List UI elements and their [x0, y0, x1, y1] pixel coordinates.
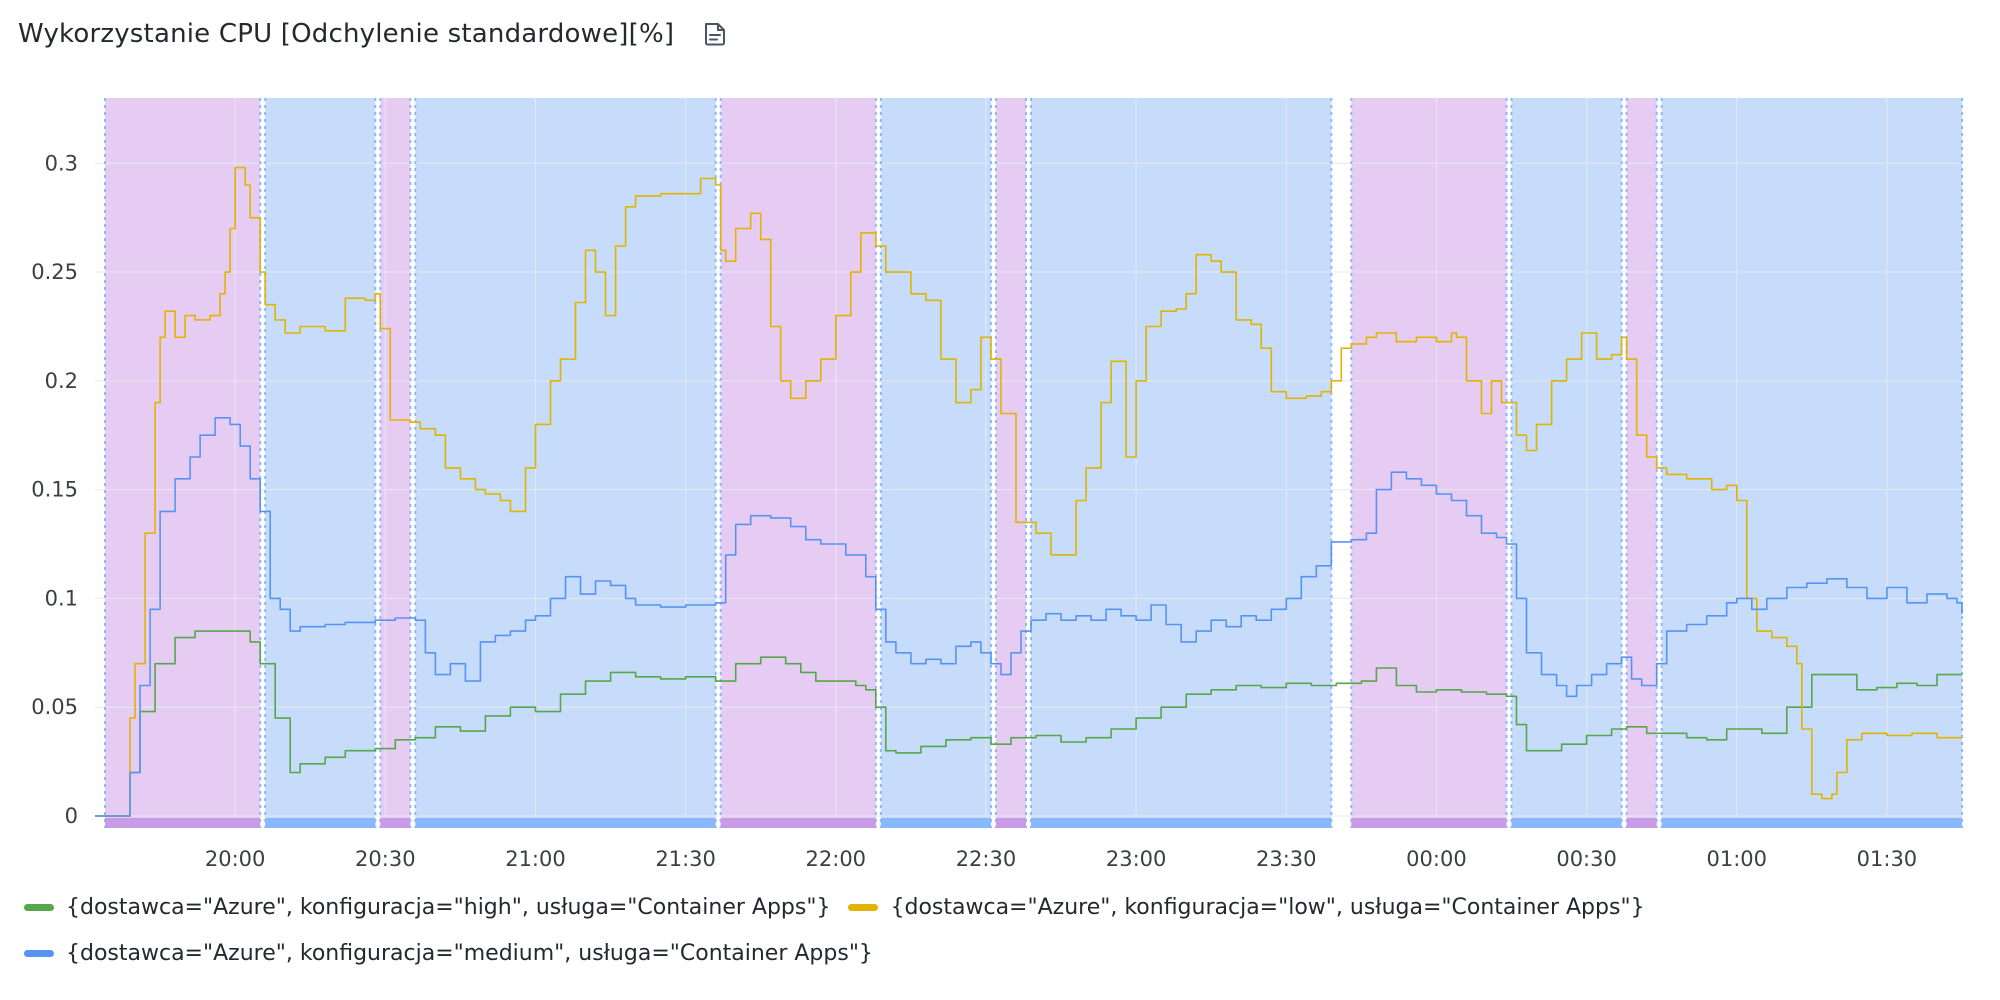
region-band-2	[380, 818, 411, 828]
series-line-high	[95, 630, 1962, 817]
region-blue-7	[1031, 98, 1332, 828]
y-tick-label: 0.05	[31, 695, 78, 719]
region-band-0	[105, 818, 261, 828]
region-purple-4	[720, 98, 876, 828]
x-tick-label: 21:00	[505, 847, 566, 871]
region-purple-8	[1351, 98, 1507, 828]
x-tick-label: 21:30	[655, 847, 716, 871]
region-band-3	[415, 818, 716, 828]
region-band-10	[1626, 818, 1657, 828]
legend-item-low[interactable]: {dostawca="Azure", konfiguracja="low", u…	[848, 890, 1645, 924]
y-tick-label: 0.1	[45, 586, 78, 610]
chart-grid	[95, 98, 1962, 817]
legend-item-medium[interactable]: {dostawca="Azure", konfiguracja="medium"…	[24, 936, 873, 970]
region-purple-6	[995, 98, 1026, 828]
x-tick-label: 00:00	[1406, 847, 1467, 871]
region-band-11	[1661, 818, 1962, 828]
region-band-9	[1511, 818, 1622, 828]
region-blue-5	[880, 98, 991, 828]
y-tick-label: 0.15	[31, 478, 78, 502]
region-purple-0	[105, 98, 261, 828]
x-tick-label: 20:30	[355, 847, 416, 871]
region-blue-1	[265, 98, 376, 828]
region-blue-3	[415, 98, 716, 828]
legend-swatch-medium	[24, 949, 54, 957]
legend-label-high: {dostawca="Azure", konfiguracja="high", …	[66, 894, 831, 920]
chart-series	[95, 166, 1963, 817]
panel-title: Wykorzystanie CPU [Odchylenie standardow…	[18, 19, 675, 49]
y-tick-label: 0.2	[45, 369, 78, 393]
x-tick-label: 20:00	[205, 847, 266, 871]
region-band-8	[1351, 818, 1507, 828]
region-band-7	[1031, 818, 1332, 828]
x-tick-label: 01:30	[1857, 847, 1918, 871]
region-blue-11	[1661, 98, 1962, 828]
legend-label-low: {dostawca="Azure", konfiguracja="low", u…	[890, 894, 1645, 920]
annotation-regions	[105, 98, 1962, 828]
chart-legend: {dostawca="Azure", konfiguracja="high", …	[24, 890, 1984, 970]
legend-label-medium: {dostawca="Azure", konfiguracja="medium"…	[66, 940, 873, 966]
annotation-bands	[105, 818, 1962, 828]
series-line-low	[95, 166, 1962, 817]
x-tick-label: 23:00	[1106, 847, 1167, 871]
y-axis: 0 0.05 0.1 0.15 0.2 0.25 0.3	[31, 151, 78, 828]
x-axis: 20:00 20:30 21:00 21:30 22:00 22:30 23:00 23:30…	[205, 847, 1917, 871]
x-tick-label: 23:30	[1256, 847, 1317, 871]
cpu-chart: 0 0.05 0.1 0.15 0.2 0.25 0.3 20:00 20:30 21:00 21…	[31, 98, 1963, 871]
x-tick-label: 22:30	[956, 847, 1017, 871]
region-blue-9	[1511, 98, 1622, 828]
region-band-5	[880, 818, 991, 828]
y-tick-label: 0.25	[31, 260, 78, 284]
region-purple-2	[380, 98, 411, 828]
y-tick-label: 0	[65, 804, 78, 828]
x-tick-label: 00:30	[1556, 847, 1617, 871]
region-band-1	[265, 818, 376, 828]
y-tick-label: 0.3	[45, 151, 78, 175]
region-purple-10	[1626, 98, 1657, 828]
x-tick-label: 22:00	[806, 847, 867, 871]
document-icon[interactable]	[700, 19, 730, 49]
panel-header: Wykorzystanie CPU [Odchylenie standardow…	[18, 14, 730, 54]
region-band-4	[720, 818, 876, 828]
x-tick-label: 01:00	[1706, 847, 1767, 871]
legend-swatch-low	[848, 903, 879, 911]
legend-item-high[interactable]: {dostawca="Azure", konfiguracja="high", …	[24, 890, 830, 924]
legend-swatch-high	[24, 903, 54, 911]
series-line-medium	[95, 417, 1963, 817]
region-band-6	[995, 818, 1026, 828]
